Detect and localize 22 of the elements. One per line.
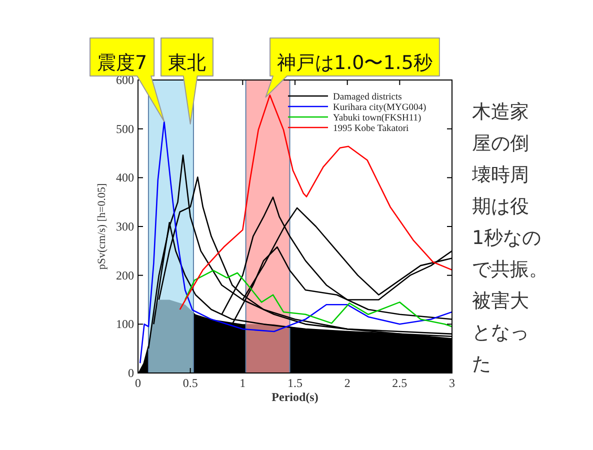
x-axis-title: Period(s) — [272, 390, 318, 404]
x-tick-label: 1 — [240, 376, 246, 390]
annotation: 震度7 — [97, 52, 148, 74]
x-tick-label: 2.5 — [392, 376, 408, 390]
annotation: 東北 — [168, 52, 206, 74]
x-tick-label: 3 — [449, 376, 455, 390]
x-tick-label: 1.5 — [288, 376, 302, 390]
x-tick-label: 2 — [344, 376, 350, 390]
y-tick-label: 400 — [116, 170, 134, 185]
x-tick-label: 0.5 — [182, 376, 198, 390]
y-tick-label: 0 — [128, 366, 134, 380]
legend-label: Yabuki town(FKSH11) — [333, 114, 422, 124]
legend-label: Damaged districts — [333, 92, 402, 102]
y-tick-label: 100 — [116, 317, 134, 332]
y-tick-label: 200 — [116, 268, 134, 282]
legend-label: 1995 Kobe Takatori — [333, 124, 410, 134]
y-axis-title: pSv(cm/s) [h=0.05] — [96, 183, 108, 270]
y-tick-label: 300 — [116, 220, 134, 234]
legend-label: Kurihara city(MYG004) — [333, 103, 426, 113]
y-tick-label: 500 — [116, 122, 134, 136]
annotation: 神戸は1.0〜1.5秒 — [277, 52, 432, 74]
text: 木造家屋の倒壊時周期は役1秒なので共振。被害大となった — [472, 101, 548, 375]
